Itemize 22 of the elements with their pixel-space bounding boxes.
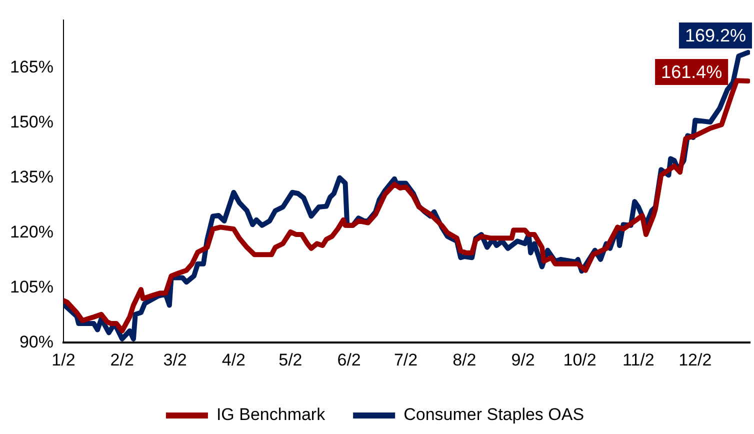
x-tick-label: 10/2 xyxy=(563,350,596,370)
data-label: 161.4% xyxy=(661,62,722,82)
x-tick-label: 5/2 xyxy=(278,350,302,370)
y-tick-label: 165% xyxy=(10,58,54,77)
y-tick-label: 90% xyxy=(19,332,54,352)
x-tick-label: 11/2 xyxy=(622,350,654,370)
x-tick-label: 8/2 xyxy=(452,350,476,370)
x-tick-label: 3/2 xyxy=(163,350,187,370)
x-tick-label: 4/2 xyxy=(222,350,246,370)
x-tick-label: 1/2 xyxy=(52,350,76,370)
x-tick-label: 7/2 xyxy=(394,350,418,370)
y-tick-label: 135% xyxy=(10,167,54,186)
y-tick-label: 150% xyxy=(10,112,54,132)
y-tick-label: 120% xyxy=(10,222,54,242)
data-label: 169.2% xyxy=(684,25,746,46)
y-tick-label: 105% xyxy=(10,277,54,296)
legend-label: Consumer Staples OAS xyxy=(404,405,584,424)
legend-label: IG Benchmark xyxy=(216,405,326,424)
x-tick-label: 6/2 xyxy=(337,350,361,370)
x-tick-label: 2/2 xyxy=(110,350,134,370)
x-tick-label: 9/2 xyxy=(511,350,535,370)
x-tick-label: 12/2 xyxy=(678,350,712,370)
